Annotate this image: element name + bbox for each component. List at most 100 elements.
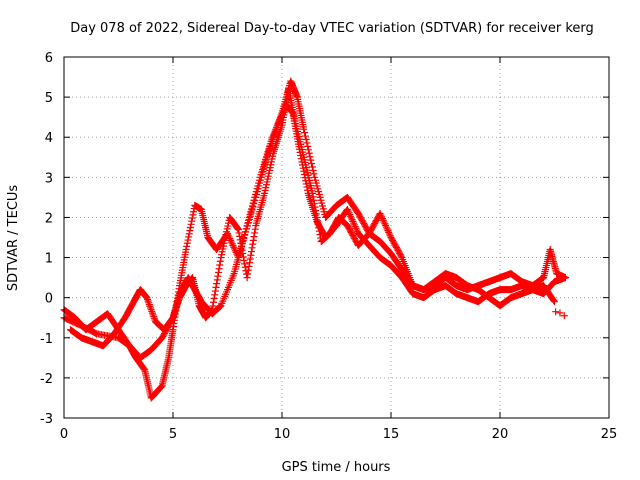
data-point bbox=[348, 216, 356, 224]
data-point bbox=[347, 214, 355, 222]
data-point bbox=[301, 132, 309, 140]
data-point bbox=[240, 256, 248, 264]
data-point bbox=[350, 221, 358, 229]
data-point bbox=[351, 223, 359, 231]
data-point bbox=[247, 248, 255, 256]
data-point bbox=[211, 291, 219, 299]
data-point bbox=[550, 297, 558, 305]
data-point bbox=[556, 309, 564, 317]
chart-title: Day 078 of 2022, Sidereal Day-to-day VTE… bbox=[70, 21, 594, 36]
data-point bbox=[143, 295, 151, 303]
data-point bbox=[251, 225, 259, 233]
data-point bbox=[231, 247, 239, 255]
data-point bbox=[147, 304, 155, 312]
data-markers bbox=[60, 77, 569, 402]
data-point bbox=[148, 309, 156, 317]
y-axis-label: SDTVAR / TECUs bbox=[6, 185, 21, 292]
x-axis-label: GPS time / hours bbox=[282, 460, 391, 475]
data-point bbox=[249, 236, 257, 244]
data-point bbox=[397, 252, 405, 260]
data-point bbox=[378, 213, 386, 221]
data-point bbox=[227, 236, 235, 244]
data-point bbox=[243, 274, 251, 282]
data-point bbox=[211, 287, 219, 295]
data-point bbox=[145, 299, 153, 307]
data-point bbox=[209, 298, 217, 306]
data-point bbox=[383, 225, 391, 233]
data-point bbox=[300, 170, 308, 178]
y-tick-label: -2 bbox=[40, 372, 53, 387]
data-point bbox=[385, 228, 393, 236]
series-track-a bbox=[60, 101, 569, 362]
data-point bbox=[250, 233, 258, 241]
series-outliers bbox=[552, 308, 568, 320]
data-point bbox=[560, 312, 568, 320]
y-tick-label: 1 bbox=[45, 252, 53, 267]
data-point bbox=[189, 211, 197, 219]
data-point bbox=[231, 245, 239, 253]
data-point bbox=[300, 167, 308, 175]
data-point bbox=[185, 230, 193, 238]
data-point bbox=[236, 232, 244, 240]
y-tick-label: 3 bbox=[45, 171, 53, 186]
data-point bbox=[216, 257, 224, 265]
data-point bbox=[310, 170, 318, 178]
data-point bbox=[304, 142, 312, 150]
data-point bbox=[315, 224, 323, 232]
data-point bbox=[186, 223, 194, 231]
data-point bbox=[315, 227, 323, 235]
data-point bbox=[209, 302, 217, 310]
data-point bbox=[237, 239, 245, 247]
data-point bbox=[144, 297, 152, 305]
data-point bbox=[234, 225, 242, 233]
data-point bbox=[300, 125, 308, 133]
data-point bbox=[227, 238, 235, 246]
data-point bbox=[353, 226, 361, 234]
data-point bbox=[210, 295, 218, 303]
data-point bbox=[233, 224, 241, 232]
data-point bbox=[386, 232, 394, 240]
data-point bbox=[308, 160, 316, 168]
x-tick-label: 25 bbox=[601, 427, 618, 442]
x-tick-label: 10 bbox=[274, 427, 291, 442]
data-point bbox=[188, 217, 196, 225]
data-point bbox=[343, 205, 351, 213]
y-tick-label: -3 bbox=[40, 412, 53, 427]
data-point bbox=[148, 307, 156, 315]
data-point bbox=[303, 139, 311, 147]
data-point bbox=[551, 298, 558, 306]
tick-layer: 0 5 10 15 20 25 -3 -2 -1 0 1 2 3 4 5 6 bbox=[40, 51, 617, 442]
data-point bbox=[246, 255, 254, 263]
data-point bbox=[245, 262, 253, 270]
data-point bbox=[377, 211, 385, 219]
data-point bbox=[302, 136, 310, 144]
y-tick-label: -1 bbox=[40, 332, 53, 347]
data-point bbox=[212, 283, 220, 291]
data-point bbox=[187, 220, 195, 228]
data-point bbox=[309, 193, 317, 201]
data-point bbox=[230, 243, 238, 251]
grid-layer bbox=[64, 57, 609, 418]
data-point bbox=[239, 253, 247, 261]
data-point bbox=[350, 219, 358, 227]
data-point bbox=[385, 230, 393, 238]
data-point bbox=[184, 236, 192, 244]
data-point bbox=[214, 268, 222, 276]
data-point bbox=[236, 236, 244, 244]
data-point bbox=[310, 196, 318, 204]
data-point bbox=[382, 221, 390, 229]
data-point bbox=[305, 149, 313, 157]
data-point bbox=[234, 225, 242, 233]
data-point bbox=[244, 266, 252, 274]
data-point bbox=[145, 301, 153, 309]
data-point bbox=[552, 308, 560, 316]
data-point bbox=[349, 217, 357, 225]
data-point bbox=[247, 251, 255, 259]
data-point bbox=[226, 235, 234, 243]
data-point bbox=[312, 207, 320, 215]
data-point bbox=[168, 315, 176, 323]
data-point bbox=[346, 211, 354, 219]
x-tick-label: 20 bbox=[492, 427, 509, 442]
plot-border bbox=[63, 56, 610, 419]
data-point bbox=[246, 259, 254, 267]
